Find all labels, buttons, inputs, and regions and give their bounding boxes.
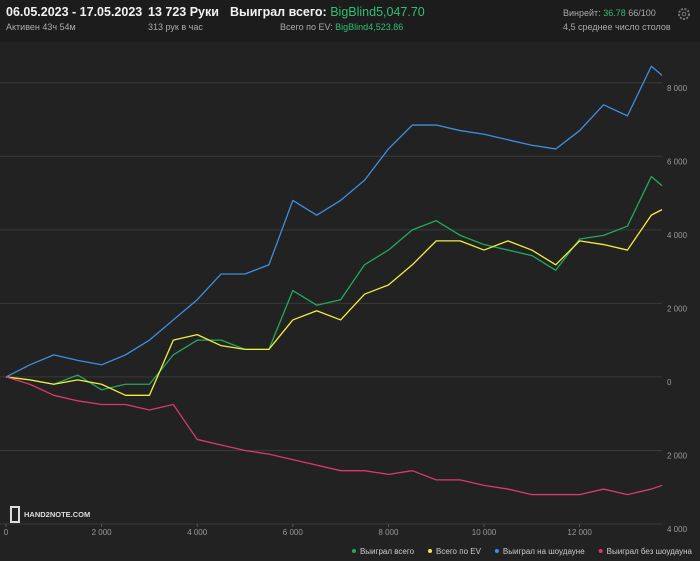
y-tick-label: 2 000: [667, 452, 688, 461]
x-tick-label: 0: [4, 528, 9, 537]
won-value: BigBlind5,047.70: [330, 5, 425, 19]
date-range: 06.05.2023 - 17.05.2023: [6, 5, 143, 19]
y-tick-label: 4 000: [667, 231, 688, 240]
won-label: Выиграл всего:: [230, 5, 327, 19]
y-tick-label: 0: [667, 378, 672, 387]
legend-marker: [428, 549, 433, 553]
x-tick-label: 2 000: [92, 528, 113, 537]
x-tick-label: 10 000: [472, 528, 497, 537]
legend-label: Выиграл на шоудауне: [503, 547, 585, 556]
winrate-value: 36.78: [603, 8, 626, 18]
y-tick-label: 6 000: [667, 157, 688, 166]
tables: 4,5 среднее число столов: [563, 22, 671, 32]
legend-marker: [351, 549, 356, 553]
x-tick-label: 4 000: [187, 528, 208, 537]
ev-label: Всего по EV:: [280, 22, 333, 32]
series-line: [5, 65, 663, 378]
active-time: Активен 43ч 54м: [6, 22, 76, 32]
x-tick-label: 8 000: [378, 528, 399, 537]
hands-per-hour: 313 рук в час: [148, 22, 203, 32]
hands: 13 723 Руки: [148, 5, 219, 19]
logo: HAND2NOTE.COM: [24, 510, 90, 519]
plot-background: [0, 42, 700, 561]
series-line: [5, 175, 663, 391]
won-total: Выиграл всего: BigBlind5,047.70: [230, 5, 425, 19]
legend-marker: [598, 549, 603, 553]
y-tick-label: 8 000: [667, 84, 688, 93]
legend-label: Всего по EV: [436, 547, 482, 556]
winrate: Винрейт: 36.78 66/100: [563, 8, 656, 18]
series-line: [5, 209, 663, 396]
ev-total: Всего по EV: BigBlind4,523.86: [280, 22, 403, 32]
series-line: [5, 376, 663, 496]
legend: Выиграл всего Всего по EV Выиграл на шоуда…: [351, 547, 693, 556]
y-tick-label: 4 000: [667, 525, 688, 534]
legend-marker: [494, 549, 499, 553]
winrate-label: Винрейт:: [563, 8, 601, 18]
legend-label: Выиграл без шоудауна: [607, 547, 693, 556]
logo-icon: [10, 506, 20, 523]
settings-icon[interactable]: [677, 7, 691, 21]
x-tick-label: 12 000: [567, 528, 592, 537]
legend-label: Выиграл всего: [360, 547, 415, 556]
ev-value: BigBlind4,523.86: [335, 22, 404, 32]
winrate-unit: 66/100: [628, 8, 656, 18]
y-tick-label: 2 000: [667, 304, 688, 313]
x-tick-label: 6 000: [283, 528, 304, 537]
